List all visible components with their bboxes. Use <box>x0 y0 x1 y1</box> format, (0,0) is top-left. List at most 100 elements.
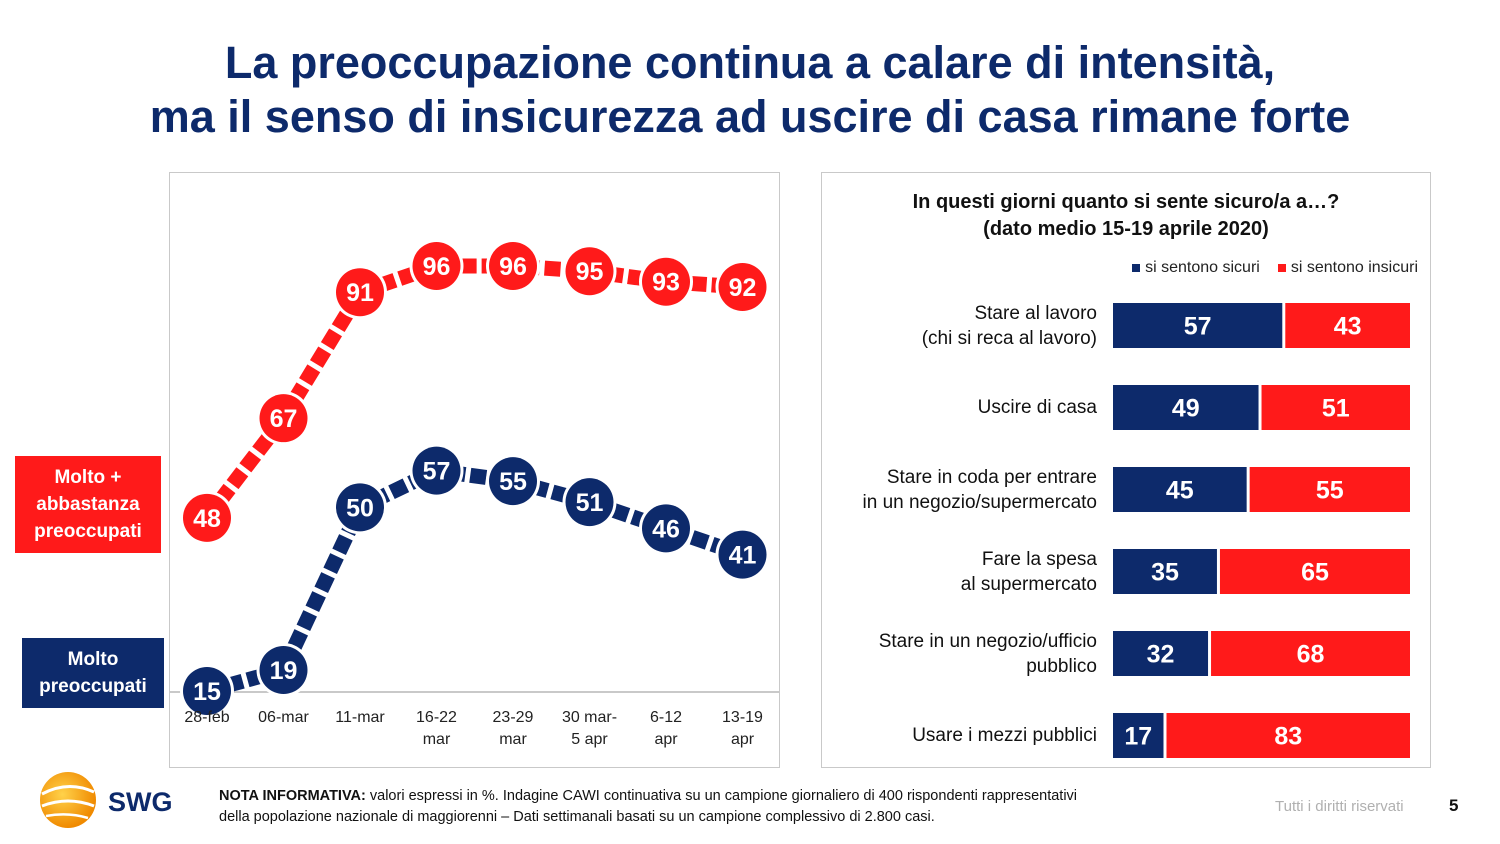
title-line-1: La preoccupazione continua a calare di i… <box>224 37 1276 88</box>
data-point <box>183 493 231 542</box>
data-point <box>259 646 308 695</box>
data-label: 51 <box>576 489 604 517</box>
data-label: 50 <box>346 494 374 522</box>
bar-label-unsafe: 55 <box>1316 477 1344 505</box>
legend-swatch-safe <box>1132 263 1141 272</box>
bar-category-label-line: al supermercato <box>960 573 1097 595</box>
bar-label-unsafe: 65 <box>1301 559 1329 587</box>
bar-label-safe: 49 <box>1172 395 1200 423</box>
data-point <box>642 504 690 553</box>
data-label: 96 <box>499 253 527 281</box>
bar-chart: 57 43 49 51 45 55 35 65 32 68 17 83 <box>1113 303 1410 758</box>
data-point <box>259 394 308 443</box>
bar-category-label-line: pubblico <box>1026 655 1097 677</box>
data-point <box>489 457 537 506</box>
data-label: 46 <box>652 515 680 543</box>
bar-label-unsafe: 83 <box>1274 723 1302 751</box>
data-label: 48 <box>193 505 221 533</box>
bar-label-unsafe: 51 <box>1322 395 1350 423</box>
bar-category-label-line: Usare i mezzi pubblici <box>912 725 1097 746</box>
bar-label-safe: 57 <box>1184 313 1212 341</box>
bar-safe <box>1113 303 1283 348</box>
footer-note-bold: NOTA INFORMATIVA: <box>219 788 366 804</box>
bar-unsafe <box>1249 467 1410 512</box>
bar-label-unsafe: 68 <box>1297 641 1325 669</box>
bar-safe <box>1113 467 1247 512</box>
bar-legend: si sentono sicuri si sentono insicuri <box>1132 259 1418 277</box>
bar-chart-title-line-2: (dato medio 15-19 aprile 2020) <box>983 218 1269 240</box>
x-tick-label: 13-19 <box>722 709 763 726</box>
x-tick-label: 06-mar <box>258 709 309 726</box>
bar-label-unsafe: 43 <box>1334 313 1362 341</box>
bar-unsafe <box>1219 549 1410 594</box>
bar-category-label-line: in un negozio/supermercato <box>862 491 1097 513</box>
data-point <box>718 530 767 579</box>
x-tick-label: apr <box>731 731 755 748</box>
bar-label-safe: 35 <box>1151 559 1179 587</box>
bar-chart-panel: In questi giorni quanto si sente sicuro/… <box>821 172 1431 768</box>
legend-red-line-2: abbastanza <box>36 494 140 515</box>
data-label: 41 <box>729 542 757 570</box>
data-label: 15 <box>193 678 221 706</box>
legend-blue-line-1: Molto <box>67 649 119 670</box>
bar-category-label-line: Stare in coda per entrare <box>886 466 1097 488</box>
bar-category-label: Stare in coda per entrare in un negozio/s… <box>863 465 1097 515</box>
bar-safe <box>1113 549 1217 594</box>
line-chart: 48 67 91 96 96 95 93 92 15 19 50 57 55 51 46 41 28-feb 06… <box>170 239 779 748</box>
bar-unsafe <box>1211 631 1410 676</box>
footer-note-line-2: della popolazione nazionale di maggioren… <box>219 809 935 825</box>
bar-category-label: Uscire di casa <box>978 395 1097 420</box>
bar-safe <box>1113 631 1209 676</box>
bar-label-safe: 32 <box>1147 641 1175 669</box>
data-point <box>336 268 384 317</box>
legend-item-unsafe: si sentono insicuri <box>1277 259 1418 277</box>
x-tick-label: 6-12 <box>650 709 682 726</box>
data-point <box>336 483 384 532</box>
x-tick-label: 28-feb <box>184 709 229 726</box>
bar-chart-title: In questi giorni quanto si sente sicuro/… <box>822 189 1430 243</box>
footer-note: NOTA INFORMATIVA: valori espressi in %. … <box>219 786 1077 828</box>
bar-category-label-line: Stare in un negozio/ufficio <box>878 630 1097 652</box>
legend-text-safe: si sentono sicuri <box>1145 259 1260 276</box>
x-tick-label: 16-22 <box>416 709 457 726</box>
rights-text: Tutti i diritti riservati <box>1275 798 1404 815</box>
page-number: 5 <box>1449 796 1459 815</box>
bar-unsafe <box>1261 385 1410 430</box>
data-point <box>718 262 767 311</box>
title-line-2: ma il senso di insicurezza ad uscire di … <box>149 91 1351 142</box>
bar-safe <box>1113 713 1164 758</box>
legend-swatch-unsafe <box>1277 263 1286 272</box>
bar-label-safe: 17 <box>1124 723 1152 751</box>
x-tick-label: apr <box>654 731 678 748</box>
legend-label-red: Molto + abbastanza preoccupati <box>15 456 161 553</box>
legend-text-unsafe: si sentono insicuri <box>1290 259 1418 276</box>
bar-unsafe <box>1285 303 1410 348</box>
x-tick-label: mar <box>423 731 451 748</box>
legend-item-safe: si sentono sicuri <box>1132 259 1260 277</box>
bar-chart-title-line-1: In questi giorni quanto si sente sicuro/… <box>912 191 1340 213</box>
data-label: 57 <box>423 458 451 486</box>
data-label: 67 <box>270 405 298 433</box>
bar-category-label: Usare i mezzi pubblici <box>912 723 1097 748</box>
line-chart-panel: 48 67 91 96 96 95 93 92 15 19 50 57 55 51 46 41 28-feb 06… <box>169 172 780 768</box>
data-point <box>489 242 537 290</box>
legend-red-line-3: preoccupati <box>34 521 142 542</box>
data-label: 19 <box>270 657 298 685</box>
data-label: 55 <box>499 468 527 496</box>
x-tick-label: 11-mar <box>335 709 385 726</box>
swg-logo: SWG <box>32 766 192 832</box>
x-tick-label: 23-29 <box>493 709 534 726</box>
data-label: 96 <box>423 253 451 281</box>
bar-safe <box>1113 385 1259 430</box>
legend-blue-line-2: preoccupati <box>39 676 147 697</box>
footer-note-text-1: valori espressi in %. Indagine CAWI cont… <box>365 788 1078 804</box>
data-point <box>412 242 461 290</box>
bar-category-label: Fare la spesa al supermercato <box>961 547 1097 597</box>
data-label: 92 <box>729 274 757 302</box>
data-point <box>565 247 614 296</box>
bar-category-label: Stare al lavoro (chi si reca al lavoro) <box>922 301 1097 351</box>
legend-label-blue: Molto preoccupati <box>22 638 164 708</box>
x-tick-label: 5 apr <box>571 731 608 748</box>
bar-category-label-line: Fare la spesa <box>981 548 1097 570</box>
data-label: 91 <box>346 279 374 307</box>
